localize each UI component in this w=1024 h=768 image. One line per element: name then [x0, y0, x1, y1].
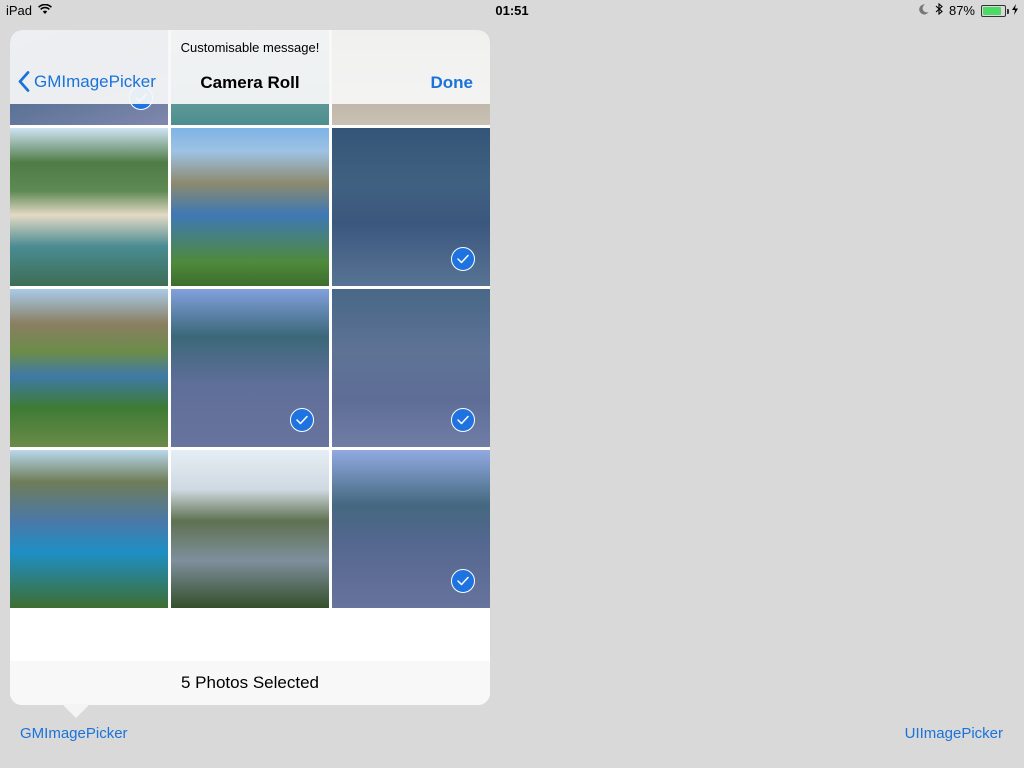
- selection-toolbar: 5 Photos Selected: [10, 661, 490, 705]
- battery-tip: [1007, 8, 1009, 14]
- photo-cell[interactable]: [332, 289, 490, 447]
- bluetooth-icon: [935, 2, 943, 18]
- done-button[interactable]: Done: [430, 73, 474, 92]
- photo-cell[interactable]: [10, 289, 168, 447]
- checkmark-icon: [451, 408, 475, 432]
- battery-percent: 87%: [948, 3, 975, 18]
- back-button-label: GMImagePicker: [34, 71, 156, 91]
- checkmark-icon: [290, 408, 314, 432]
- status-time: 01:51: [495, 3, 529, 18]
- photo-thumbnail: [10, 128, 168, 286]
- image-picker-popover: Customisable message! GMImagePicker Came…: [10, 30, 490, 705]
- selection-count: 5 Photos Selected: [181, 673, 319, 692]
- battery-icon: [981, 4, 1009, 17]
- battery-fill: [983, 6, 1002, 15]
- photo-cell[interactable]: [171, 450, 329, 608]
- photo-cell[interactable]: [10, 450, 168, 608]
- status-left: iPad: [6, 3, 52, 18]
- photo-thumbnail: [10, 450, 168, 608]
- back-button[interactable]: GMImagePicker: [18, 71, 156, 92]
- photo-cell[interactable]: [332, 450, 490, 608]
- popover-arrow: [62, 704, 90, 718]
- uiimagepicker-link[interactable]: UIImagePicker: [904, 725, 1003, 742]
- status-right: 87%: [919, 2, 1018, 18]
- photo-thumbnail: [10, 289, 168, 447]
- photo-grid[interactable]: [10, 30, 490, 705]
- photo-cell[interactable]: [171, 128, 329, 286]
- navigation-bar: Customisable message! GMImagePicker Came…: [10, 30, 490, 104]
- status-bar: iPad 01:51 87%: [0, 0, 1024, 20]
- moon-icon: [919, 3, 929, 18]
- photo-cell[interactable]: [10, 128, 168, 286]
- wifi-icon: [38, 3, 52, 18]
- picker-prompt: Customisable message!: [180, 40, 320, 55]
- photo-cell[interactable]: [171, 289, 329, 447]
- device-name: iPad: [6, 3, 33, 18]
- gmimagepicker-link[interactable]: GMImagePicker: [20, 725, 128, 742]
- photo-thumbnail: [171, 450, 329, 608]
- checkmark-icon: [451, 247, 475, 271]
- photo-thumbnail: [171, 128, 329, 286]
- album-title: Camera Roll: [200, 73, 300, 92]
- photo-cell[interactable]: [332, 128, 490, 286]
- charging-icon: [1012, 3, 1018, 18]
- checkmark-icon: [451, 569, 475, 593]
- chevron-left-icon: [18, 71, 30, 92]
